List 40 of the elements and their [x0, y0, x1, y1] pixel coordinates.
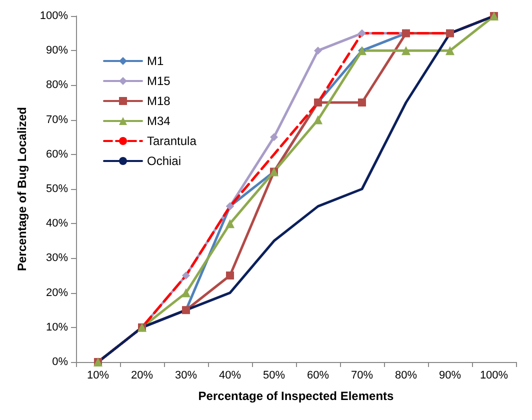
x-tick-label: 70%: [350, 370, 374, 382]
x-tick-label: 20%: [130, 370, 154, 382]
y-tick-label: 30%: [46, 252, 68, 264]
x-axis-title: Percentage of Inspected Elements: [198, 389, 394, 403]
point: [358, 29, 366, 38]
y-tick-label: 80%: [46, 79, 68, 92]
x-tick-label: 30%: [174, 370, 198, 382]
y-axis-title: Percentage of Bug Localized: [15, 106, 29, 272]
point: [182, 288, 190, 298]
x-tick-label: 40%: [218, 370, 242, 382]
point: [446, 46, 454, 56]
point: [314, 115, 322, 124]
y-tick-label: 100%: [40, 10, 68, 22]
point: [226, 219, 234, 228]
x-tick-label: 60%: [306, 370, 330, 382]
point: [358, 98, 366, 106]
point: [402, 46, 410, 56]
y-tick-label: 0%: [52, 356, 68, 368]
legend-label: M34: [147, 114, 171, 128]
y-tick-label: 70%: [46, 114, 68, 126]
legend-label: Ochiai: [147, 154, 182, 168]
y-tick-label: 90%: [46, 44, 68, 57]
point: [226, 272, 234, 280]
point: [314, 46, 322, 55]
x-tick-label: 50%: [262, 370, 286, 382]
legend-label: M1: [147, 54, 164, 68]
y-tick-label: 10%: [46, 321, 68, 334]
y-tick-label: 20%: [46, 286, 68, 299]
point: [270, 133, 278, 142]
x-tick-label: 90%: [438, 370, 462, 382]
x-tick-label: 80%: [394, 370, 418, 382]
legend-label: M15: [147, 74, 171, 88]
x-tick-label: 10%: [86, 370, 110, 382]
point: [182, 272, 190, 280]
legend-label: M18: [147, 94, 171, 108]
y-tick-label: 50%: [46, 183, 68, 195]
legend-label: Tarantula: [147, 134, 197, 148]
y-tick-label: 60%: [46, 148, 68, 160]
x-tick-label: 100%: [480, 370, 508, 382]
y-tick-label: 40%: [46, 218, 68, 230]
